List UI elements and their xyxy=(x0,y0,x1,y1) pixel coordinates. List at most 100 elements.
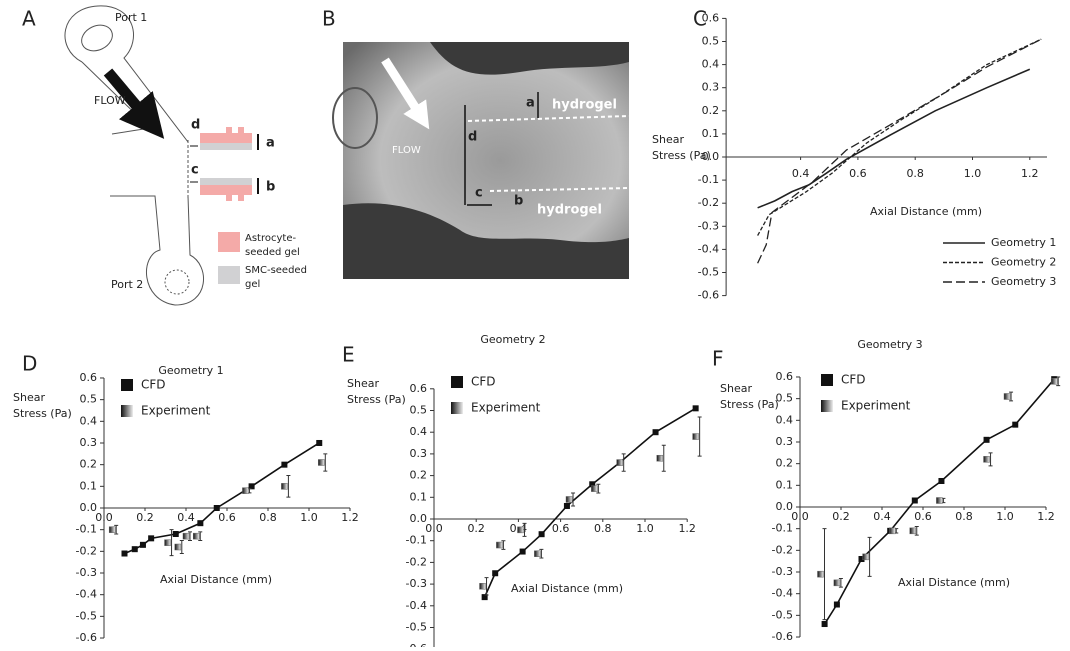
data-point xyxy=(281,483,288,490)
dim-label: b xyxy=(266,180,275,195)
y-tick-label: 0.2 xyxy=(80,458,98,471)
y-tick-label: 0.4 xyxy=(702,58,720,71)
y-tick-label: -0.2 xyxy=(76,544,97,557)
y-tick-label: 0.0 xyxy=(410,512,428,525)
series-line xyxy=(483,407,697,598)
y-tick-label: -0.5 xyxy=(406,621,427,634)
astro-bump xyxy=(238,127,244,133)
panel-letter: B xyxy=(322,7,336,31)
series-line xyxy=(757,68,1031,209)
data-point xyxy=(589,481,596,488)
data-point xyxy=(563,502,570,509)
x-tick-label: 0.4 xyxy=(177,511,195,524)
x-tick-label: 0.8 xyxy=(906,167,924,180)
x-tick-label: 1.0 xyxy=(636,522,654,535)
y-tick-label: 0.5 xyxy=(776,392,794,405)
data-point xyxy=(242,487,249,494)
x-tick-label: 1.2 xyxy=(1021,167,1039,180)
error-bar xyxy=(539,548,544,559)
x-tick-label: 1.2 xyxy=(341,511,359,524)
y-axis-label: Shear xyxy=(13,391,45,404)
legend-label: Geometry 3 xyxy=(991,275,1056,288)
legend-label: Experiment xyxy=(141,404,211,418)
y-tick-label: 0.5 xyxy=(702,35,720,48)
panel-letter: E xyxy=(342,343,355,367)
y-tick-label: 0.3 xyxy=(776,435,794,448)
y-tick-label: 0.3 xyxy=(80,436,98,449)
panel-letter: D xyxy=(22,352,37,376)
data-point xyxy=(534,550,541,557)
x-tick-label: 0.2 xyxy=(467,522,485,535)
y-tick-label: 0.6 xyxy=(410,382,428,395)
data-point xyxy=(936,497,943,504)
x-tick-label: 0.6 xyxy=(849,167,867,180)
chart-title: Geometry 2 xyxy=(480,333,545,346)
y-tick-label: 0.0 xyxy=(702,150,720,163)
y-axis-label: Shear xyxy=(720,382,752,395)
y-tick-label: 0.5 xyxy=(80,393,98,406)
y-tick-label: -0.2 xyxy=(698,196,719,209)
error-bar xyxy=(286,474,291,498)
gel-boundary xyxy=(489,187,630,192)
data-point xyxy=(692,405,699,412)
y-tick-label: -0.6 xyxy=(76,631,97,644)
y-tick-label: 0.2 xyxy=(410,469,428,482)
astro-bump xyxy=(238,195,244,201)
data-point xyxy=(197,520,204,527)
y-tick-label: -0.1 xyxy=(698,173,719,186)
y-tick-label: 0.1 xyxy=(410,490,428,503)
astro-bump xyxy=(226,127,232,133)
y-tick-label: 0.4 xyxy=(80,414,98,427)
hydrogel-label: hydrogel xyxy=(537,203,602,218)
smc-gel-bottom xyxy=(200,178,252,185)
y-tick-label: 0.2 xyxy=(776,457,794,470)
port-label: Port 1 xyxy=(115,11,147,24)
data-point xyxy=(131,546,138,553)
y-axis-label: Shear xyxy=(652,133,684,146)
error-bar xyxy=(323,453,328,472)
x-tick-label: 0.4 xyxy=(873,510,891,523)
data-point xyxy=(248,483,255,490)
error-bar xyxy=(198,531,203,542)
flow-label: FLOW xyxy=(94,94,126,107)
legend-swatch xyxy=(121,405,133,417)
panel-letter: F xyxy=(712,347,724,371)
y-tick-label: -0.4 xyxy=(698,242,719,255)
x-tick-label: 0.8 xyxy=(594,522,612,535)
error-bar xyxy=(179,540,184,555)
legend-label: gel xyxy=(245,279,260,290)
x-axis-label: Axial Distance (mm) xyxy=(511,582,623,595)
x-tick-label: 0.6 xyxy=(552,522,570,535)
y-tick-label: -0.3 xyxy=(76,566,97,579)
y-tick-label: 0.1 xyxy=(702,127,720,140)
data-point xyxy=(983,436,990,443)
data-point xyxy=(496,541,503,549)
series-line xyxy=(757,38,1042,264)
data-point xyxy=(492,570,499,577)
error-bar xyxy=(838,578,843,588)
y-tick-label: -0.5 xyxy=(76,609,97,622)
x-tick-label: 0.4 xyxy=(792,167,810,180)
y-axis-label: Stress (Pa) xyxy=(720,398,779,411)
data-point xyxy=(616,459,623,466)
y-tick-label: 0.6 xyxy=(776,370,794,383)
y-tick-label: 0.4 xyxy=(776,413,794,426)
data-point xyxy=(164,539,171,546)
legend-label: CFD xyxy=(841,373,866,387)
data-point xyxy=(519,548,526,555)
astro-gel-bottom xyxy=(200,185,252,195)
error-bar xyxy=(661,444,666,472)
error-bar xyxy=(522,522,527,537)
y-tick-label: -0.4 xyxy=(406,599,427,612)
legend-swatch xyxy=(821,374,833,386)
y-axis-label: Stress (Pa) xyxy=(13,407,72,420)
y-tick-label: 0.6 xyxy=(80,371,98,384)
x-tick-label: 0.2 xyxy=(136,511,154,524)
x-tick-label: 0.0 xyxy=(791,510,809,523)
data-point xyxy=(1003,393,1011,400)
y-axis-label: Shear xyxy=(347,377,379,390)
data-point xyxy=(1012,421,1019,428)
micrograph xyxy=(332,42,630,279)
